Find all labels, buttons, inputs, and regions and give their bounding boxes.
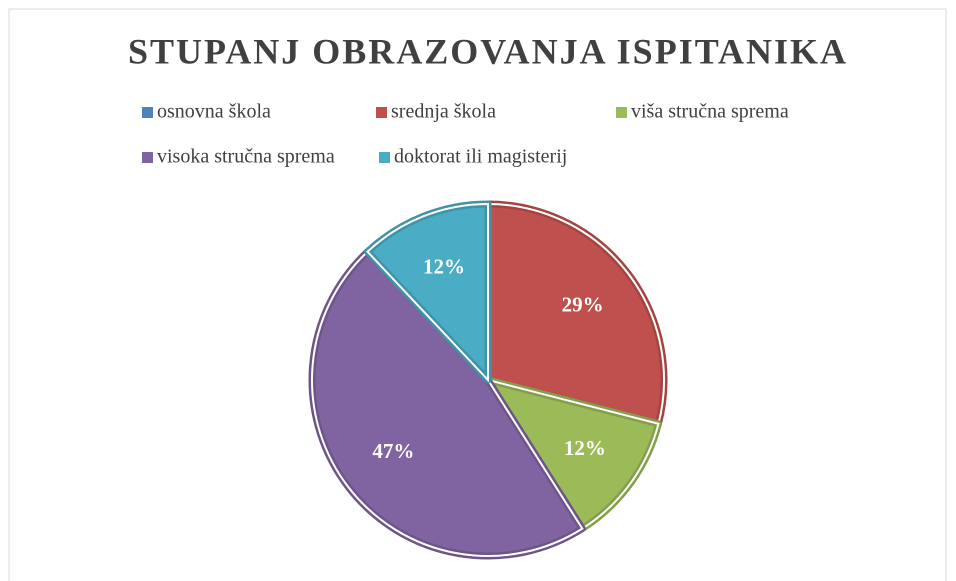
data-label: 12%	[423, 255, 465, 279]
chart-title: STUPANJ OBRAZOVANJA ISPITANIKA	[128, 31, 848, 71]
slice-gap	[311, 250, 584, 557]
legend-label: visoka stručna sprema	[157, 146, 335, 168]
slice-gap	[487, 202, 665, 425]
legend-swatch	[616, 107, 627, 118]
legend-label: doktorat ili magisterij	[394, 146, 567, 168]
legend-swatch	[142, 107, 153, 118]
slice-gap	[366, 202, 489, 383]
legend-swatch	[376, 107, 387, 118]
slice-gap	[485, 378, 660, 530]
legend-swatch	[379, 152, 390, 163]
legend-swatch	[142, 152, 153, 163]
data-label: 12%	[564, 436, 606, 460]
data-label: 29%	[562, 292, 604, 316]
legend-label: viša stručna sprema	[631, 101, 789, 123]
data-label: 47%	[372, 439, 414, 463]
legend-label: srednja škola	[391, 101, 496, 123]
chart-frame	[8, 8, 947, 581]
legend-label: osnovna škola	[157, 101, 271, 123]
